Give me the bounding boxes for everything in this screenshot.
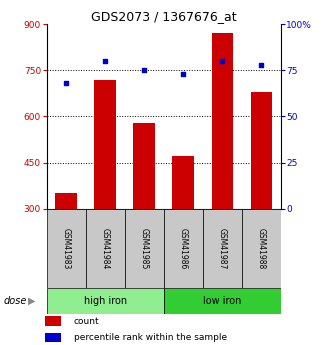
Text: percentile rank within the sample: percentile rank within the sample [74,333,227,342]
Bar [164,288,281,314]
Point [102,58,108,64]
Point [142,68,147,73]
Bar [251,92,272,209]
Text: high iron: high iron [83,296,127,306]
Bar [242,209,281,288]
Text: low iron: low iron [203,296,241,306]
Text: GSM41986: GSM41986 [179,228,188,269]
Bar [203,209,242,288]
Bar [172,156,194,209]
Bar [45,333,61,342]
Text: GSM41987: GSM41987 [218,228,227,269]
Bar [55,193,77,209]
Text: ▶: ▶ [28,296,35,306]
Title: GDS2073 / 1367676_at: GDS2073 / 1367676_at [91,10,237,23]
Text: dose: dose [3,296,27,306]
Text: GSM41984: GSM41984 [100,228,110,269]
Bar [86,209,125,288]
Text: GSM41985: GSM41985 [140,228,149,269]
Bar [47,288,164,314]
Text: count: count [74,317,100,326]
Bar [212,33,233,209]
Bar [125,209,164,288]
Bar [94,79,116,209]
Point [220,58,225,64]
Point [64,80,69,86]
Point [181,71,186,77]
Text: GSM41983: GSM41983 [62,228,71,269]
Bar [134,122,155,209]
Bar [164,209,203,288]
Bar [47,209,86,288]
Point [259,62,264,68]
Bar [45,316,61,326]
Text: GSM41988: GSM41988 [257,228,266,269]
